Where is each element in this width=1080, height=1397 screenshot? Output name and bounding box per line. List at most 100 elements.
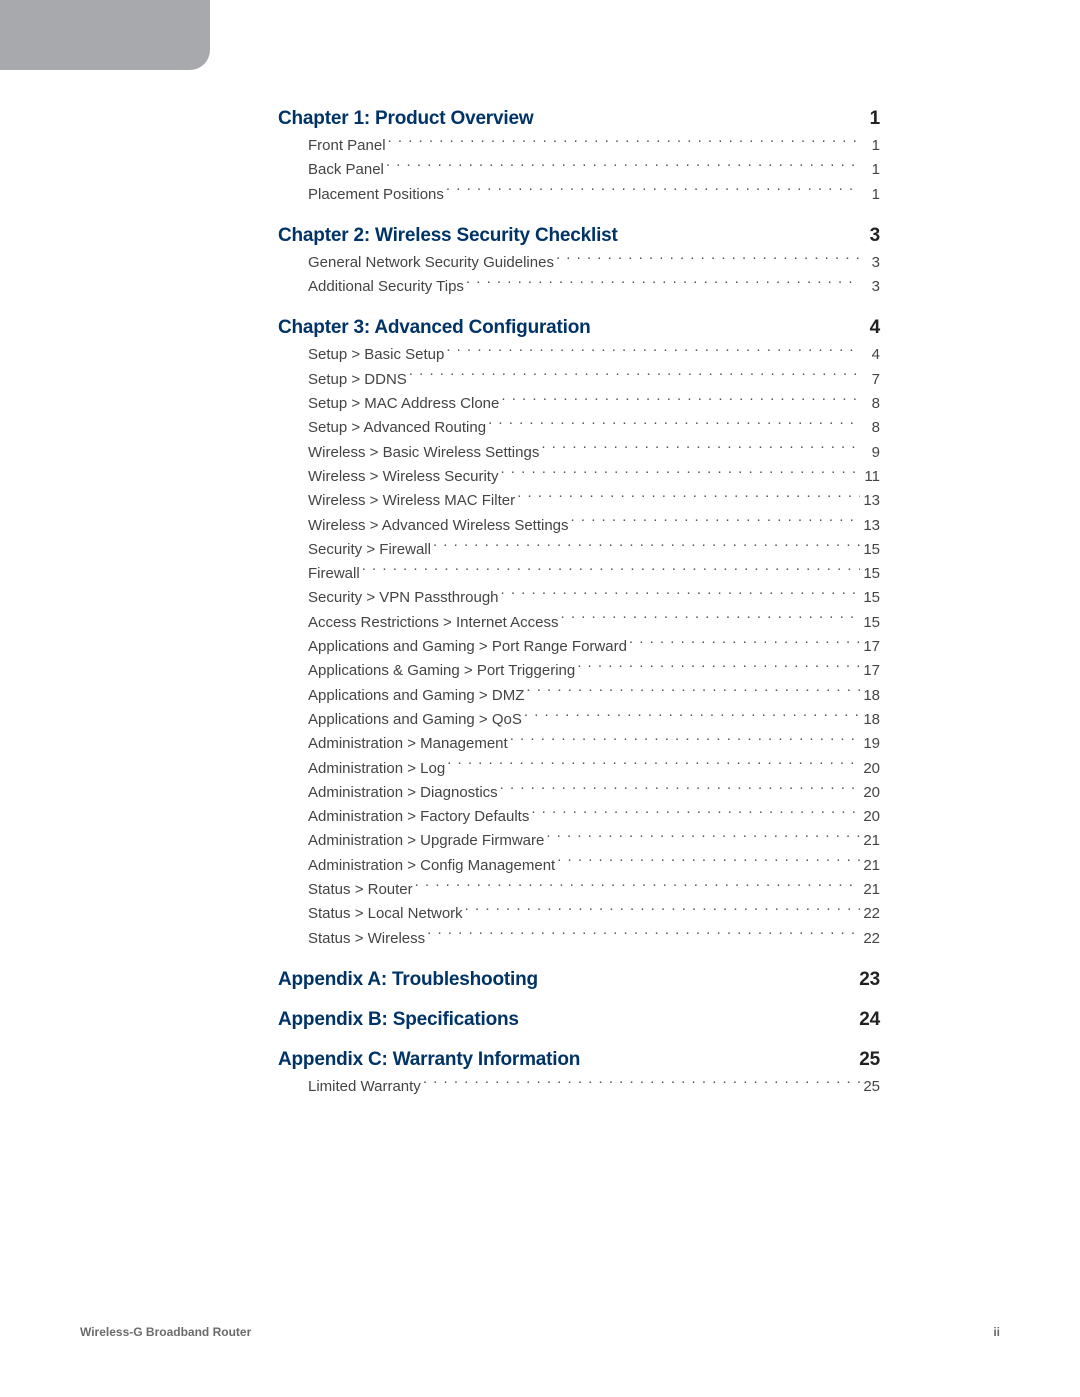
toc-entry-page: 20 (862, 805, 880, 829)
toc-entry-title: General Network Security Guidelines (308, 251, 554, 275)
toc-leader-dots (629, 636, 860, 651)
toc-entry[interactable]: Administration > Upgrade Firmware 21 (308, 829, 880, 853)
toc-entry-title: Applications & Gaming > Port Triggering (308, 659, 575, 683)
toc-section-heading[interactable]: Appendix C: Warranty Information25 (278, 1049, 880, 1071)
toc-entry-page: 13 (862, 489, 880, 513)
toc-entry[interactable]: Placement Positions1 (308, 183, 880, 207)
toc-entry[interactable]: Back Panel1 (308, 158, 880, 182)
toc-entry-page: 22 (862, 927, 880, 951)
toc-section-title: Chapter 1: Product Overview (278, 108, 533, 130)
toc-entry-title: Setup > Advanced Routing (308, 416, 486, 440)
toc-entry-title: Additional Security Tips (308, 275, 464, 299)
footer-page-number: ii (993, 1325, 1000, 1339)
toc-entry[interactable]: Status > Router21 (308, 878, 880, 902)
toc-entry-title: Wireless > Basic Wireless Settings (308, 441, 539, 465)
toc-entry[interactable]: Administration > Management19 (308, 732, 880, 756)
toc-section-page: 4 (856, 317, 880, 339)
toc-entry[interactable]: Wireless > Wireless MAC Filter13 (308, 489, 880, 513)
toc-entry[interactable]: General Network Security Guidelines 3 (308, 251, 880, 275)
toc-entry-title: Administration > Diagnostics (308, 781, 498, 805)
toc-section-heading[interactable]: Appendix B: Specifications 24 (278, 1009, 880, 1031)
toc-leader-dots (556, 252, 860, 267)
toc-entry[interactable]: Wireless > Advanced Wireless Settings13 (308, 514, 880, 538)
toc-entry-page: 21 (862, 878, 880, 902)
table-of-contents: Chapter 1: Product Overview1 Front Panel1… (278, 108, 880, 1099)
toc-entry-title: Security > Firewall (308, 538, 431, 562)
toc-entry[interactable]: Wireless > Wireless Security11 (308, 465, 880, 489)
toc-entry[interactable]: Applications and Gaming > DMZ18 (308, 684, 880, 708)
toc-entry-title: Setup > Basic Setup (308, 343, 444, 367)
toc-entry-page: 20 (862, 781, 880, 805)
toc-section-title: Appendix C: Warranty Information (278, 1049, 580, 1071)
toc-entry-page: 18 (862, 684, 880, 708)
toc-section-heading[interactable]: Chapter 2: Wireless Security Checklist 3 (278, 225, 880, 247)
toc-entry[interactable]: Security > Firewall15 (308, 538, 880, 562)
toc-entry[interactable]: Status > Wireless22 (308, 927, 880, 951)
toc-entry[interactable]: Applications & Gaming > Port Triggering 1… (308, 659, 880, 683)
toc-entry-title: Back Panel (308, 158, 384, 182)
toc-entry-title: Firewall (308, 562, 360, 586)
toc-entry[interactable]: Setup > Advanced Routing 8 (308, 416, 880, 440)
toc-entry[interactable]: Firewall15 (308, 562, 880, 586)
toc-leader-dots (465, 903, 860, 918)
toc-entry-page: 3 (862, 251, 880, 275)
toc-leader-dots (446, 344, 860, 359)
toc-leader-dots (500, 466, 860, 481)
toc-entry[interactable]: Additional Security Tips3 (308, 275, 880, 299)
toc-entry-page: 4 (862, 343, 880, 367)
toc-section-title: Appendix B: Specifications (278, 1009, 519, 1031)
toc-entry[interactable]: Limited Warranty25 (308, 1075, 880, 1099)
toc-entry[interactable]: Administration > Log20 (308, 757, 880, 781)
toc-entry-page: 17 (862, 659, 880, 683)
toc-entry[interactable]: Access Restrictions > Internet Access15 (308, 611, 880, 635)
toc-entry[interactable]: Applications and Gaming > QoS18 (308, 708, 880, 732)
toc-entry-page: 13 (862, 514, 880, 538)
toc-entry-page: 22 (862, 902, 880, 926)
toc-section-heading[interactable]: Chapter 1: Product Overview1 (278, 108, 880, 130)
toc-entry[interactable]: Administration > Diagnostics 20 (308, 781, 880, 805)
toc-leader-dots (524, 709, 860, 724)
toc-leader-dots (577, 660, 860, 675)
toc-entry-title: Placement Positions (308, 183, 444, 207)
toc-entry[interactable]: Status > Local Network 22 (308, 902, 880, 926)
toc-entry-page: 21 (862, 854, 880, 878)
toc-entry[interactable]: Applications and Gaming > Port Range For… (308, 635, 880, 659)
toc-leader-dots (427, 928, 860, 943)
toc-leader-dots (447, 758, 860, 773)
toc-entry[interactable]: Setup > DDNS7 (308, 368, 880, 392)
toc-entry-page: 18 (862, 708, 880, 732)
toc-entry-page: 8 (862, 416, 880, 440)
toc-entry-page: 19 (862, 732, 880, 756)
toc-leader-dots (500, 782, 860, 797)
toc-section-heading[interactable]: Chapter 3: Advanced Configuration 4 (278, 317, 880, 339)
toc-entry[interactable]: Administration > Factory Defaults20 (308, 805, 880, 829)
toc-entry[interactable]: Front Panel1 (308, 134, 880, 158)
page: Chapter 1: Product Overview1 Front Panel1… (0, 0, 1080, 1397)
toc-section-heading[interactable]: Appendix A: Troubleshooting23 (278, 969, 880, 991)
toc-leader-dots (388, 135, 860, 150)
toc-entry-title: Wireless > Wireless Security (308, 465, 498, 489)
toc-leader-dots (561, 612, 860, 627)
toc-entry-title: Administration > Config Management (308, 854, 555, 878)
toc-section-title: Chapter 2: Wireless Security Checklist (278, 225, 618, 247)
toc-section-page: 3 (856, 225, 880, 247)
header-tab (0, 0, 210, 70)
toc-entry[interactable]: Wireless > Basic Wireless Settings9 (308, 441, 880, 465)
toc-entry[interactable]: Setup > MAC Address Clone8 (308, 392, 880, 416)
toc-leader-dots (501, 393, 860, 408)
toc-entry[interactable]: Security > VPN Passthrough15 (308, 586, 880, 610)
toc-entry-page: 7 (862, 368, 880, 392)
toc-leader-dots (386, 159, 860, 174)
toc-leader-dots (409, 369, 860, 384)
toc-section-page: 24 (856, 1009, 880, 1031)
toc-leader-dots (546, 830, 860, 845)
toc-entry[interactable]: Administration > Config Management 21 (308, 854, 880, 878)
toc-entry-title: Administration > Upgrade Firmware (308, 829, 544, 853)
toc-entry-page: 21 (862, 829, 880, 853)
footer-product-name: Wireless-G Broadband Router (80, 1325, 251, 1339)
toc-entry-page: 20 (862, 757, 880, 781)
toc-entry[interactable]: Setup > Basic Setup 4 (308, 343, 880, 367)
toc-leader-dots (423, 1076, 860, 1091)
toc-section-title: Chapter 3: Advanced Configuration (278, 317, 591, 339)
toc-entry-title: Status > Local Network (308, 902, 463, 926)
